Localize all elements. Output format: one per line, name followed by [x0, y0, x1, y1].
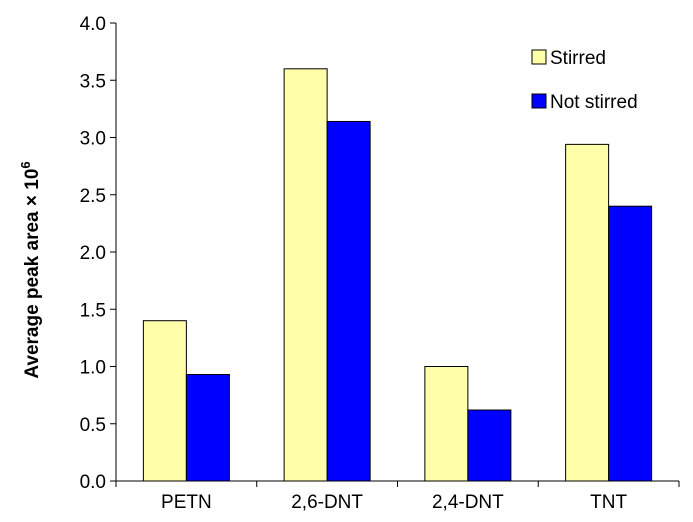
x-tick-label: PETN: [161, 492, 212, 513]
y-tick-label: 2.0: [80, 243, 106, 264]
x-tick-label: 2,6-DNT: [291, 492, 363, 513]
bar-stirred-tnt: [565, 143, 610, 482]
y-tick-label: 0.0: [80, 472, 106, 493]
legend-swatch-not-stirred: [531, 93, 547, 109]
y-tick-label: 0.5: [80, 415, 106, 436]
bar-not-stirred-2-4-dnt: [467, 409, 512, 482]
y-tick-label: 1.0: [80, 358, 106, 379]
bar-not-stirred-2-6-dnt: [326, 120, 371, 482]
x-tick-label: 2,4-DNT: [432, 492, 504, 513]
bar-not-stirred-petn: [185, 374, 230, 482]
bar-stirred-2-6-dnt: [283, 68, 328, 482]
y-tick-label: 3.5: [80, 71, 106, 92]
y-tick-label: 2.5: [80, 186, 106, 207]
y-tick-label: 1.5: [80, 300, 106, 321]
labels-layer: PETN 2,6-DNT 2,4-DNT TNT 0.0 0.5 1.0 1.5 2.0 2.5 3…: [80, 14, 628, 513]
axes-layer: [110, 22, 680, 487]
legend: Stirred Not stirred: [531, 48, 638, 113]
y-axis-title: Average peak area × 106: [18, 161, 43, 378]
bars-layer: [142, 68, 653, 482]
bar-not-stirred-tnt: [608, 205, 653, 482]
legend-label-stirred: Stirred: [550, 48, 606, 69]
y-axis-title-superscript: 6: [18, 161, 33, 168]
bar-stirred-petn: [142, 320, 187, 482]
legend-swatch-stirred: [531, 49, 547, 65]
x-tick-label: TNT: [590, 492, 627, 513]
bar-stirred-2-4-dnt: [424, 366, 469, 482]
legend-label-not-stirred: Not stirred: [550, 92, 638, 113]
y-tick-label: 3.0: [80, 129, 106, 150]
y-axis-title-text: Average peak area × 10: [22, 169, 43, 379]
y-tick-label: 4.0: [80, 14, 106, 35]
